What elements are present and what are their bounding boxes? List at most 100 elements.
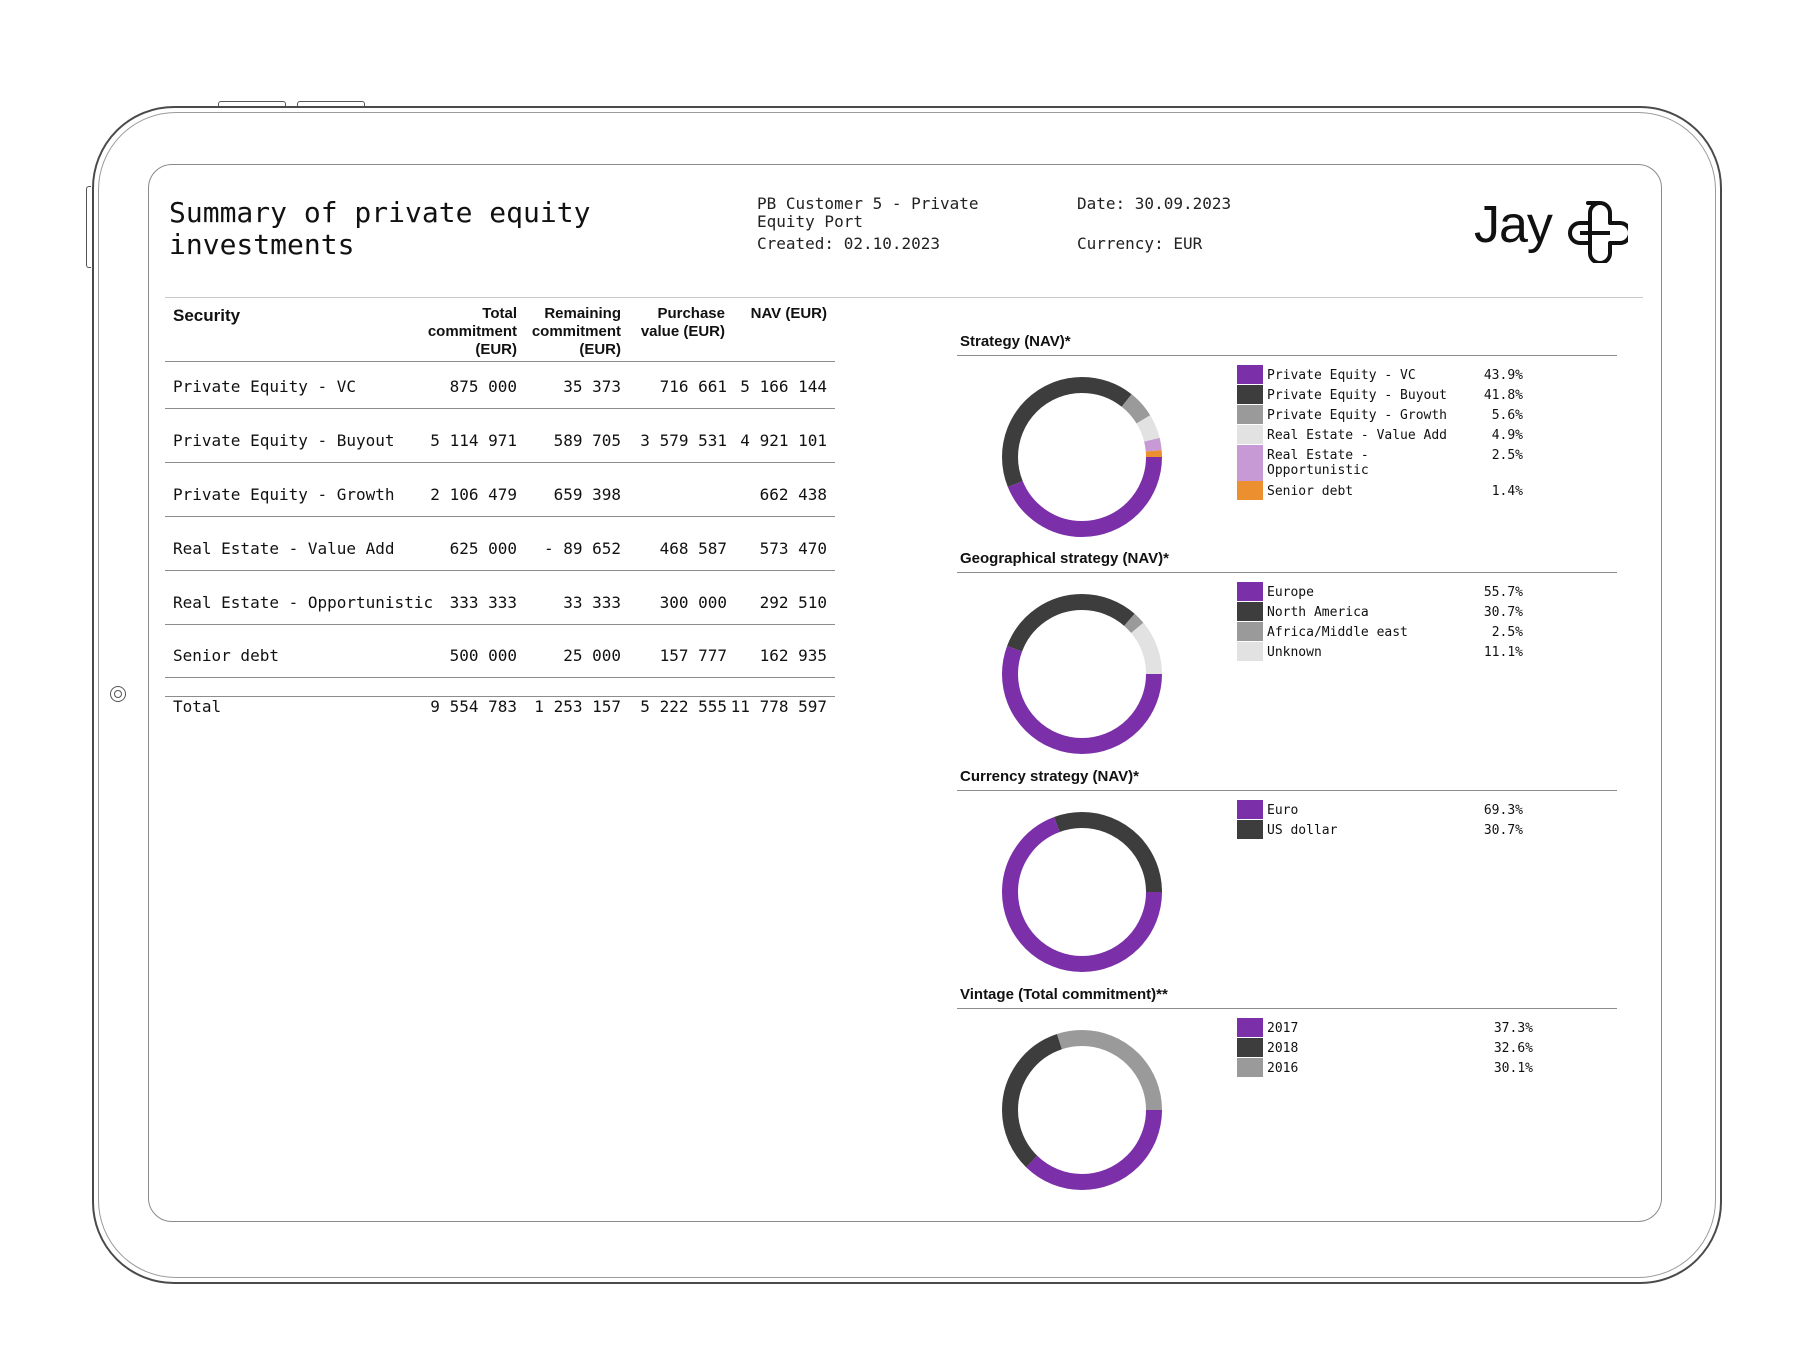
legend-percent: 37.3% xyxy=(1493,1021,1533,1036)
legend-label: Real Estate - Opportunistic xyxy=(1267,448,1369,478)
legend-label: US dollar xyxy=(1267,823,1338,838)
col-header-total-commitment: Total commitment (EUR) xyxy=(427,305,517,358)
legend-swatch xyxy=(1237,385,1263,404)
col-header-security: Security xyxy=(173,306,241,325)
cell-nav: 4 921 101 xyxy=(740,431,827,450)
legend-percent: 5.6% xyxy=(1491,408,1523,423)
legend-item: North America 30.7% xyxy=(1237,602,1537,621)
cell-purchase-value: 716 661 xyxy=(659,377,727,396)
legend-swatch xyxy=(1237,1058,1263,1077)
row-divider xyxy=(165,462,835,463)
donut-slice xyxy=(1002,377,1162,537)
row-divider xyxy=(165,570,835,571)
legend-percent: 1.4% xyxy=(1491,484,1523,499)
cell-remaining-commitment: 33 333 xyxy=(563,593,621,612)
chart-title-divider xyxy=(957,1008,1617,1009)
side-button xyxy=(86,186,91,268)
col-header-remaining-commitment: Remaining commitment (EUR) xyxy=(531,305,621,358)
legend-item: Private Equity - Buyout 41.8% xyxy=(1237,385,1537,404)
legend-item: 2018 32.6% xyxy=(1237,1038,1537,1057)
col-header-purchase-value: Purchase value (EUR) xyxy=(640,305,725,340)
legend-label: Africa/Middle east xyxy=(1267,625,1408,640)
legend-swatch xyxy=(1237,481,1263,500)
legend-label: 2017 xyxy=(1267,1021,1299,1036)
legend-swatch xyxy=(1237,365,1263,384)
donut-slice xyxy=(1002,1030,1162,1190)
header-divider xyxy=(165,297,1643,298)
legend-percent: 2.5% xyxy=(1491,625,1523,640)
cell-purchase-value: 3 579 531 xyxy=(640,431,727,450)
legend-swatch xyxy=(1237,1018,1263,1037)
legend-label: Unknown xyxy=(1267,645,1322,660)
legend-item: Private Equity - VC 43.9% xyxy=(1237,365,1537,384)
donut-slice xyxy=(1002,812,1162,972)
legend-item: Unknown 11.1% xyxy=(1237,642,1537,661)
cell-remaining-commitment: 35 373 xyxy=(563,377,621,396)
cell-remaining-commitment: - 89 652 xyxy=(543,539,621,558)
legend-swatch xyxy=(1237,622,1263,641)
row-divider xyxy=(165,677,835,678)
row-divider xyxy=(165,516,835,517)
donut-chart xyxy=(1002,812,1162,972)
cell-remaining-commitment: 589 705 xyxy=(553,431,621,450)
col-header-nav: NAV (EUR) xyxy=(750,305,827,322)
cell-security: Private Equity - Growth xyxy=(173,485,395,504)
total-label: Total xyxy=(173,697,222,716)
donut-slice xyxy=(1002,594,1162,754)
legend-item: Private Equity - Growth 5.6% xyxy=(1237,405,1537,424)
legend-swatch xyxy=(1237,425,1263,444)
legend-label: Euro xyxy=(1267,803,1299,818)
legend-label: North America xyxy=(1267,605,1369,620)
legend-percent: 55.7% xyxy=(1483,585,1523,600)
customer-name: PB Customer 5 - Private Equity Port xyxy=(757,194,979,231)
cell-security: Private Equity - Buyout xyxy=(173,431,395,450)
legend-item: Europe 55.7% xyxy=(1237,582,1537,601)
chart-title: Geographical strategy (NAV)* xyxy=(960,550,1169,567)
legend-label: Senior debt xyxy=(1267,484,1354,499)
legend-item: Real Estate - Opportunistic 2.5% xyxy=(1237,445,1537,481)
legend-swatch xyxy=(1237,445,1263,481)
legend-percent: 2.5% xyxy=(1491,448,1523,463)
cell-security: Senior debt xyxy=(173,646,279,665)
chart-title-divider xyxy=(957,355,1617,356)
page-title: Summary of private equity investments xyxy=(169,196,591,261)
cell-nav: 662 438 xyxy=(759,485,827,504)
chart-title: Strategy (NAV)* xyxy=(960,333,1071,350)
legend-label: Europe xyxy=(1267,585,1314,600)
cell-nav: 5 166 144 xyxy=(740,377,827,396)
legend-item: US dollar 30.7% xyxy=(1237,820,1537,839)
legend-label: 2016 xyxy=(1267,1061,1299,1076)
legend-swatch xyxy=(1237,642,1263,661)
cell-total-commitment: 333 333 xyxy=(449,593,517,612)
jay-logo-icon xyxy=(1568,201,1628,263)
cell-total-commitment: 2 106 479 xyxy=(430,485,517,504)
legend-percent: 30.1% xyxy=(1493,1061,1533,1076)
cell-total-commitment: 875 000 xyxy=(449,377,517,396)
legend-percent: 30.7% xyxy=(1483,823,1523,838)
legend-label: Private Equity - VC xyxy=(1267,368,1416,383)
donut-slice xyxy=(1002,377,1162,537)
row-divider xyxy=(165,408,835,409)
cell-security: Private Equity - VC xyxy=(173,377,357,396)
cell-remaining-commitment: 659 398 xyxy=(553,485,621,504)
legend-percent: 32.6% xyxy=(1493,1041,1533,1056)
donut-chart xyxy=(1002,377,1162,537)
legend-swatch xyxy=(1237,800,1263,819)
legend-item: 2017 37.3% xyxy=(1237,1018,1537,1037)
row-divider xyxy=(165,624,835,625)
legend-swatch xyxy=(1237,820,1263,839)
chart-title-divider xyxy=(957,790,1617,791)
donut-chart xyxy=(1002,1030,1162,1190)
legend-percent: 69.3% xyxy=(1483,803,1523,818)
legend-percent: 4.9% xyxy=(1491,428,1523,443)
cell-total-commitment: 625 000 xyxy=(449,539,517,558)
top-button xyxy=(297,101,365,106)
legend-swatch xyxy=(1237,602,1263,621)
legend-percent: 41.8% xyxy=(1483,388,1523,403)
total-purchase-sum: 5 222 555 xyxy=(640,697,727,716)
legend-percent: 30.7% xyxy=(1483,605,1523,620)
donut-slice xyxy=(1002,594,1162,754)
legend-item: Euro 69.3% xyxy=(1237,800,1537,819)
cell-security: Real Estate - Value Add xyxy=(173,539,395,558)
logo: Jay xyxy=(1474,195,1634,265)
